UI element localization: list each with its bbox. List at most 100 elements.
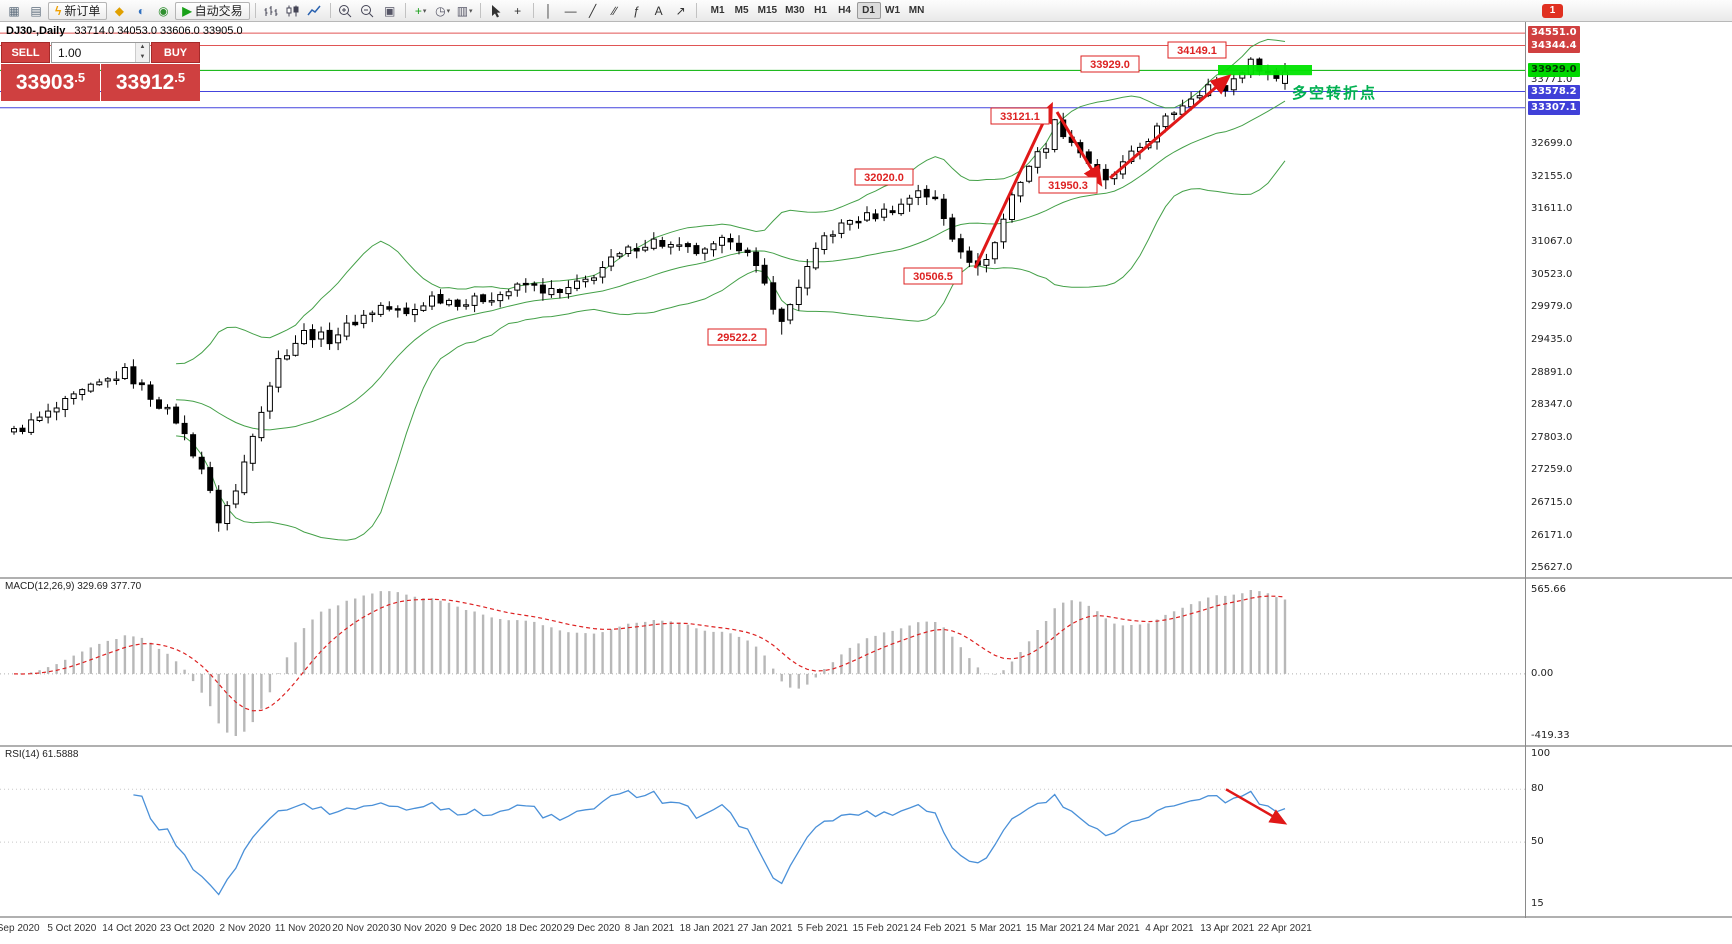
navigator-icon[interactable]: ◉	[158, 3, 169, 18]
candles	[11, 57, 1288, 532]
price-tick: 30523.0	[1531, 268, 1573, 280]
profiles-icon[interactable]: ▤	[30, 3, 42, 18]
date-label: 15 Mar 2021	[1025, 923, 1082, 934]
tile-windows-icon[interactable]: ▣	[383, 3, 396, 18]
text-icon[interactable]: A	[654, 3, 663, 18]
timeframe-h1[interactable]: H1	[809, 2, 833, 19]
date-label: 29 Dec 2020	[563, 923, 621, 934]
date-label: 18 Dec 2020	[505, 923, 563, 934]
date-label: 5 Sep 2020	[0, 923, 40, 934]
horizontal-line-icon[interactable]: —	[564, 3, 577, 18]
date-label: 13 Apr 2021	[1200, 923, 1255, 934]
sell-price[interactable]: 33903 .5	[1, 64, 100, 101]
cursor-icon[interactable]	[486, 2, 506, 20]
candlestick-chart-icon[interactable]	[283, 2, 303, 20]
rsi-scale-label: 80	[1531, 783, 1544, 795]
buy-button[interactable]: BUY	[151, 42, 200, 63]
auto-trading-button-icon: ▶	[182, 3, 192, 18]
volume-spinner: ▲ ▼	[135, 43, 149, 62]
date-label: 11 Nov 2020	[274, 923, 331, 934]
add-indicator-icon[interactable]: + ▾	[414, 3, 427, 18]
rsi-scale-label: 100	[1531, 748, 1551, 759]
timeframe-h4[interactable]: H4	[833, 2, 857, 19]
price-annotations: 29522.2 30506.5 32020.0 33121.1 31950.3 33929…	[707, 41, 1227, 346]
ohlc-values: 33714.0 34053.0 33606.0 33905.0	[74, 25, 243, 37]
price-line-label: 34551.0	[1528, 26, 1580, 41]
buy-price-fraction: .5	[174, 70, 186, 85]
sell-button[interactable]: SELL	[1, 42, 50, 63]
panel-splitter[interactable]	[0, 745, 1732, 747]
rsi-header: RSI(14) 61.5888	[5, 749, 79, 760]
price-tick: 32155.0	[1531, 170, 1573, 182]
volume-down-icon[interactable]: ▼	[136, 52, 149, 62]
date-label: 30 Nov 2020	[390, 923, 447, 934]
macd-scale-label: 565.66	[1531, 584, 1566, 595]
svg-text:33121.1: 33121.1	[1000, 111, 1040, 123]
zoom-out-icon[interactable]	[358, 2, 378, 20]
line-chart-icon[interactable]	[305, 2, 325, 20]
sell-price-fraction: .5	[74, 70, 86, 85]
trendline-icon[interactable]: ╱	[589, 3, 597, 18]
fibonacci-icon[interactable]: ƒ	[633, 3, 640, 18]
notification-badge[interactable]: 1	[1542, 3, 1563, 18]
auto-trading-button-label: 自动交易	[194, 4, 243, 18]
date-label: 4 Apr 2021	[1145, 923, 1194, 934]
price-tick: 29979.0	[1531, 301, 1573, 313]
rsi-scale-label: 50	[1531, 836, 1544, 848]
toolbar-separator	[695, 3, 697, 18]
date-label: 23 Oct 2020	[160, 923, 215, 934]
price-tick: 33771.0	[1531, 73, 1573, 85]
zoom-in-icon[interactable]	[336, 2, 356, 20]
arrows-icon[interactable]: ↗	[675, 3, 686, 18]
timeframe-mn[interactable]: MN	[905, 2, 929, 19]
date-label: 2 Nov 2020	[219, 923, 271, 934]
svg-text:34149.1: 34149.1	[1177, 45, 1217, 57]
bar-chart-icon[interactable]	[261, 2, 281, 20]
rsi-scale-label: 15	[1531, 897, 1544, 909]
date-label: 14 Oct 2020	[102, 923, 157, 934]
channel-icon[interactable]: ∕∕	[612, 3, 617, 18]
price-tick: 29435.0	[1531, 333, 1573, 345]
new-order-button[interactable]: ϟ 新订单	[48, 1, 108, 20]
crosshair-icon[interactable]: +	[514, 3, 522, 18]
date-label: 22 Apr 2021	[1257, 923, 1312, 934]
price-tick: 27803.0	[1531, 431, 1573, 443]
price-tick: 28347.0	[1531, 399, 1573, 411]
price-tick: 27259.0	[1531, 464, 1573, 476]
svg-text:32020.0: 32020.0	[864, 172, 904, 184]
panel-splitter[interactable]	[0, 916, 1732, 918]
timeframe-d1[interactable]: D1	[856, 2, 881, 19]
timeframe-toolbar: M1 M5 M15 M30 H1 H4 D1 W1 MN	[706, 2, 929, 19]
vertical-line-icon[interactable]: │	[544, 3, 553, 18]
templates-icon[interactable]: ▥ ▾	[456, 3, 473, 18]
price-tick: 31067.0	[1531, 236, 1573, 247]
timeframe-m15[interactable]: M15	[754, 2, 781, 19]
volume-up-icon[interactable]: ▲	[136, 43, 149, 53]
periods-dropdown-icon[interactable]: ◷ ▾	[435, 3, 451, 18]
price-axis[interactable]: 33771.0 32699.0 32155.0 31611.0 31067.0 30523…	[1526, 0, 1732, 944]
price-tick: 26171.0	[1531, 529, 1573, 541]
sell-price-main: 33903	[15, 70, 75, 94]
panel-splitter[interactable]	[0, 577, 1732, 579]
timeframe-m5[interactable]: M5	[730, 2, 754, 19]
volume-input[interactable]	[52, 43, 135, 62]
buy-price[interactable]: 33912 .5	[101, 64, 200, 101]
timeframe-m1[interactable]: M1	[706, 2, 730, 19]
date-label: 20 Nov 2020	[332, 923, 389, 934]
bollinger-bands	[176, 38, 1286, 541]
auto-trading-button[interactable]: ▶ 自动交易	[175, 1, 250, 20]
one-click-trading-panel: SELL ▲ ▼ BUY 33903 .5 33912 .5	[1, 42, 200, 101]
price-tick: 32699.0	[1531, 138, 1573, 150]
data-window-icon[interactable]: ◐	[137, 3, 145, 18]
rsi-arrow	[1225, 788, 1288, 825]
timeframe-w1[interactable]: W1	[881, 2, 905, 19]
date-label: 8 Jan 2021	[624, 923, 675, 934]
market-watch-icon[interactable]: ◆	[114, 3, 124, 18]
svg-text:33929.0: 33929.0	[1090, 59, 1130, 71]
new-chart-icon[interactable]: ▦	[8, 3, 20, 18]
date-label: 15 Feb 2021	[852, 923, 909, 934]
buy-price-main: 33912	[115, 70, 175, 94]
timeframe-m30[interactable]: M30	[781, 2, 808, 19]
